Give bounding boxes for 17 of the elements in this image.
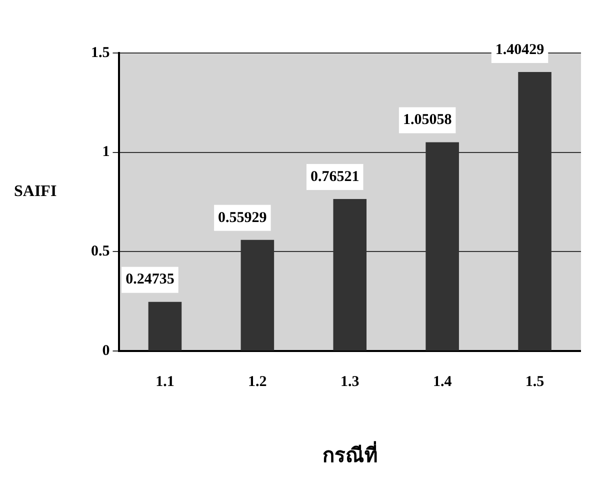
data-label: 0.55929 <box>218 210 267 226</box>
data-label: 1.05058 <box>402 112 452 128</box>
data-label: 1.40429 <box>495 42 544 58</box>
y-tick-label: 0 <box>102 342 110 359</box>
x-axis-title: กรณีที่ <box>322 440 378 468</box>
x-tick-label: 1.5 <box>525 374 544 390</box>
x-tick-label: 1.1 <box>156 374 174 390</box>
y-tick-label: 0.5 <box>91 244 110 260</box>
y-tick-label: 1.5 <box>91 44 110 61</box>
y-tick-label: 1 <box>102 144 110 160</box>
data-label: 0.76521 <box>310 168 360 185</box>
x-tick-label: 1.3 <box>340 374 360 390</box>
x-tick-label: 1.4 <box>432 374 452 390</box>
y-axis-title: SAIFI <box>14 183 57 200</box>
x-tick-label: 1.2 <box>248 374 267 390</box>
bar <box>148 302 182 350</box>
data-label: 0.24735 <box>126 272 174 288</box>
